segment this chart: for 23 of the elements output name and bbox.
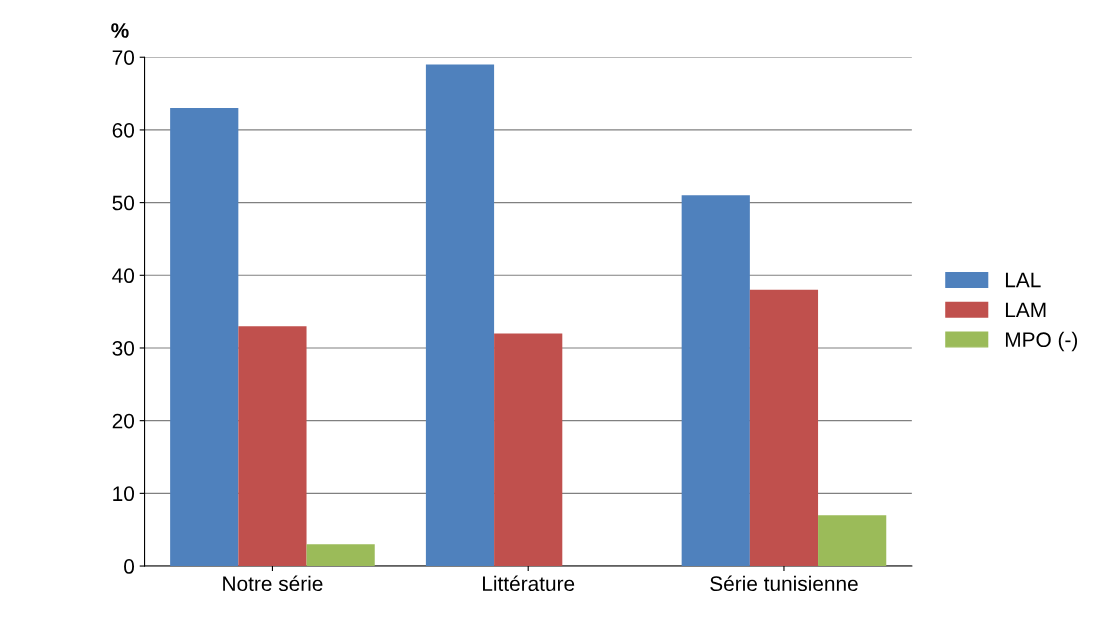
y-tick-label: 30 [112, 340, 135, 356]
bar [749, 289, 819, 567]
bar [818, 515, 887, 567]
legend-label: MPO (-) [1005, 331, 1078, 352]
legend-label: LAM [1005, 302, 1046, 318]
x-tick-label: Série tunisienne [710, 575, 858, 592]
y-tick-label: 10 [113, 486, 135, 502]
y-axis-title: % [111, 23, 129, 38]
x-tick-label: Littérature [483, 575, 575, 592]
bar [170, 108, 239, 567]
x-tick-label: Notre série [223, 575, 323, 592]
legend-label: LAL [1005, 272, 1041, 288]
bar [494, 333, 563, 567]
bar [425, 64, 495, 567]
y-tick-label: 50 [112, 195, 135, 211]
y-tick-label: 60 [112, 122, 135, 138]
bar [306, 544, 375, 567]
bar [238, 326, 307, 567]
y-tick-label: 20 [112, 413, 135, 429]
y-tick-label: 40 [112, 268, 135, 284]
y-tick-label: 70 [112, 50, 135, 65]
y-tick-label: 0 [124, 559, 135, 574]
bar [681, 195, 750, 567]
